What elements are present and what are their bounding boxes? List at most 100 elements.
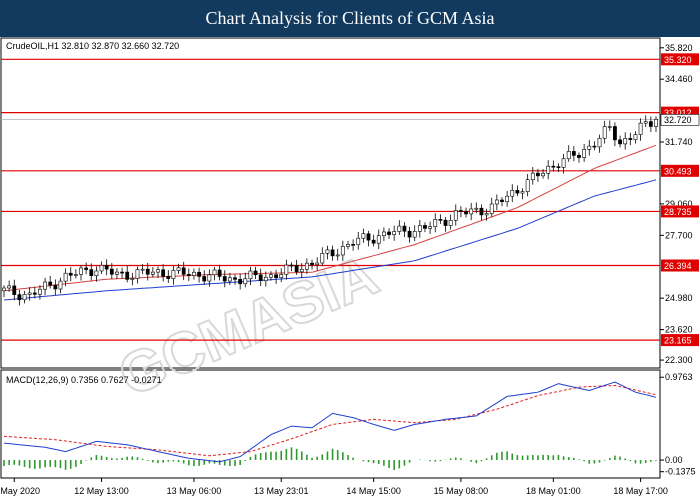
candle-body-65 bbox=[335, 254, 340, 257]
candle-body-87 bbox=[448, 219, 453, 226]
candle-body-108 bbox=[556, 166, 561, 168]
candle-body-88 bbox=[453, 210, 458, 221]
candle-body-10 bbox=[53, 284, 58, 290]
candle-body-61 bbox=[315, 262, 320, 265]
candle-body-5 bbox=[27, 292, 32, 295]
x-tick-label-6: 18 May 01:00 bbox=[526, 486, 581, 496]
macd-y-tick-label-1: 0.00 bbox=[665, 455, 683, 465]
candle-body-45 bbox=[233, 277, 237, 280]
candle-body-41 bbox=[212, 269, 217, 276]
x-tick-label-4: 14 May 15:00 bbox=[346, 486, 401, 496]
candle-body-85 bbox=[438, 219, 443, 221]
candle-body-12 bbox=[63, 272, 68, 282]
level-tag-label-4: 26.394 bbox=[664, 261, 692, 271]
candle-body-106 bbox=[546, 165, 551, 174]
macd-panel bbox=[0, 369, 661, 479]
candle-body-125 bbox=[643, 121, 648, 124]
candle-body-71 bbox=[366, 233, 371, 241]
candle-body-111 bbox=[571, 151, 576, 156]
y-tick-label-4: 27.700 bbox=[665, 230, 693, 240]
y-tick-label-0: 35.820 bbox=[665, 43, 693, 53]
candle-body-82 bbox=[423, 225, 427, 229]
candle-body-76 bbox=[392, 231, 397, 235]
candle-body-120 bbox=[618, 139, 622, 145]
candle-body-101 bbox=[520, 191, 525, 194]
candle-body-86 bbox=[443, 219, 448, 226]
y-tick-label-3: 29.060 bbox=[665, 199, 693, 209]
candle-body-53 bbox=[274, 274, 278, 279]
macd-y-tick-label-0: 0.9763 bbox=[665, 372, 693, 382]
candle-body-110 bbox=[566, 151, 571, 160]
level-tag-label-3: 28.735 bbox=[664, 207, 692, 217]
macd-main-line bbox=[3, 381, 657, 463]
y-tick-label-7: 22.300 bbox=[665, 355, 693, 365]
candle-body-35 bbox=[181, 267, 186, 275]
candle-body-29 bbox=[150, 271, 155, 275]
candle-body-64 bbox=[330, 249, 335, 257]
x-tick-label-3: 13 May 23:01 bbox=[254, 486, 309, 496]
candle-body-47 bbox=[243, 278, 248, 285]
candle-body-63 bbox=[325, 249, 330, 254]
x-tick-label-2: 13 May 06:00 bbox=[167, 486, 222, 496]
x-tick-label-1: 12 May 13:00 bbox=[74, 486, 129, 496]
candle-body-107 bbox=[551, 165, 556, 168]
candle-body-89 bbox=[459, 210, 463, 212]
x-tick-label-7: 18 May 17:00 bbox=[613, 486, 668, 496]
candle-body-92 bbox=[474, 207, 479, 210]
candle-body-19 bbox=[99, 264, 104, 272]
candle-body-38 bbox=[197, 271, 201, 277]
candle-body-112 bbox=[577, 155, 581, 158]
candle-body-104 bbox=[536, 172, 540, 177]
candle-body-98 bbox=[505, 195, 510, 203]
y-tick-label-2: 31.740 bbox=[665, 137, 693, 147]
candle-body-43 bbox=[222, 276, 227, 282]
candle-body-28 bbox=[145, 268, 150, 275]
candle-body-22 bbox=[115, 271, 119, 275]
candle-body-113 bbox=[582, 149, 587, 158]
candle-body-66 bbox=[340, 246, 345, 256]
level-tag-4 bbox=[661, 259, 699, 272]
candle-body-97 bbox=[500, 199, 504, 203]
main-panel bbox=[0, 37, 661, 369]
candle-body-57 bbox=[294, 264, 299, 273]
candle-body-60 bbox=[310, 262, 314, 265]
candle-body-79 bbox=[407, 230, 412, 238]
candle-body-126 bbox=[648, 121, 653, 127]
candle-body-114 bbox=[587, 145, 592, 150]
candle-body-70 bbox=[361, 233, 366, 239]
candle-body-75 bbox=[387, 231, 391, 235]
candle-body-127 bbox=[654, 119, 658, 127]
candle-body-77 bbox=[397, 225, 402, 232]
candle-body-49 bbox=[253, 270, 258, 276]
macd-y-tick-label-2: -0.1375 bbox=[665, 467, 696, 477]
candle-body-50 bbox=[258, 274, 263, 282]
candle-body-102 bbox=[525, 179, 530, 192]
candle-body-14 bbox=[73, 274, 78, 276]
y-tick-label-1: 34.460 bbox=[665, 74, 693, 84]
candle-body-46 bbox=[238, 279, 243, 285]
candle-body-124 bbox=[638, 122, 643, 135]
macd-panel-frame bbox=[0, 369, 661, 479]
candle-body-13 bbox=[68, 272, 73, 276]
chart-area: GCMASIA 35.82034.46031.74029.06027.70024… bbox=[0, 37, 700, 500]
candle-body-18 bbox=[94, 270, 99, 276]
candle-body-11 bbox=[58, 280, 63, 290]
candle-body-91 bbox=[469, 208, 474, 215]
candle-body-100 bbox=[515, 190, 520, 194]
candle-body-117 bbox=[602, 126, 607, 139]
candle-body-59 bbox=[304, 262, 309, 270]
x-tick-label-5: 15 May 08:00 bbox=[434, 486, 489, 496]
last-price-tag bbox=[660, 114, 700, 126]
candle-body-96 bbox=[494, 199, 499, 205]
candle-body-0 bbox=[2, 287, 6, 292]
macd-info-label: MACD(12,26,9) 0.7356 0.7627 -0.0271 bbox=[6, 375, 162, 385]
candle-body-7 bbox=[38, 288, 42, 295]
candle-body-26 bbox=[135, 269, 140, 279]
page-title: Chart Analysis for Clients of GCM Asia bbox=[205, 8, 495, 28]
candle-body-119 bbox=[613, 126, 617, 141]
candle-body-20 bbox=[104, 264, 109, 270]
level-tag-5 bbox=[661, 334, 699, 347]
main-panel-frame bbox=[0, 37, 661, 369]
candle-body-4 bbox=[22, 294, 27, 301]
candle-body-116 bbox=[597, 137, 602, 148]
